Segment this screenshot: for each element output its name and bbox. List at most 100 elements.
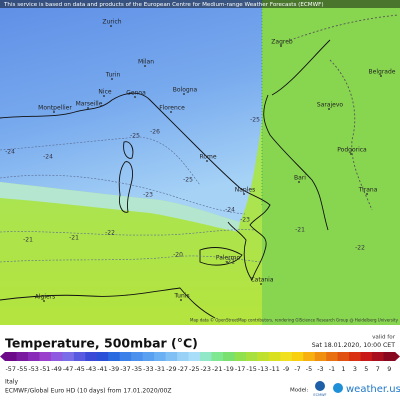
model-name: ECMWF [313, 393, 326, 397]
land-green [262, 0, 400, 325]
city-dot [183, 93, 185, 95]
colorbar-segment [360, 352, 373, 361]
city-dot [380, 75, 382, 77]
contour-label: -26 [150, 129, 160, 136]
colorbar-segment [154, 352, 166, 361]
colorbar-label: -33 [143, 365, 153, 373]
contour-label: -21 [225, 259, 235, 266]
city-label: Zagreb [271, 39, 293, 46]
colorbar-segment [314, 352, 327, 361]
city-label: Tirana [358, 187, 378, 194]
colorbar-label: -9 [283, 365, 289, 373]
city-dot [226, 261, 228, 263]
city-dot [366, 193, 368, 195]
contour-label: -21 [69, 235, 79, 242]
city-dot [350, 153, 352, 155]
colorbar-segment [211, 352, 224, 361]
city-dot [328, 108, 330, 110]
city-label: Catania [250, 277, 273, 284]
colorbar-label: -35 [132, 365, 142, 373]
city-dot [280, 45, 282, 47]
colorbar-segment [188, 352, 201, 361]
colorbar-label: -31 [155, 365, 165, 373]
colorbar-label: -53 [28, 365, 38, 373]
colorbar-segment [245, 352, 258, 361]
colorbar-segment [73, 352, 86, 361]
colorbar-label: -19 [223, 365, 233, 373]
colorbar-segment [291, 352, 304, 361]
city-dot [180, 299, 182, 301]
city-label: Bologna [173, 87, 198, 94]
colorbar-segment [27, 352, 40, 361]
contour-label: -25 [130, 133, 140, 140]
model-run: ECMWF/Global Euro HD (10 days) from 17.0… [5, 388, 171, 395]
colorbar-label: 3 [353, 365, 357, 373]
brand-logo [333, 383, 343, 393]
cold-air-region [0, 0, 262, 222]
colorbar-segment [268, 352, 281, 361]
city-label: Tunis [173, 293, 189, 300]
city-label: Montpellier [38, 105, 72, 112]
valid-label: valid for [372, 335, 396, 341]
contour-label: -21 [23, 237, 33, 244]
transition-band [0, 182, 240, 232]
city-label: Podgorica [337, 147, 367, 154]
colorbar-label: -49 [51, 365, 61, 373]
brand: weather.us [346, 384, 400, 395]
colorbar-label: -1 [329, 365, 335, 373]
city-dot [110, 25, 112, 27]
colorbar-segment [257, 352, 270, 361]
colorbar-label: 5 [364, 365, 368, 373]
colorbar-label: -11 [269, 365, 279, 373]
isotherms [0, 136, 261, 263]
contour-label: -21 [295, 227, 305, 234]
colorbar-label: -37 [120, 365, 130, 373]
contour-label: -23 [143, 192, 153, 199]
city-label: Belgrade [369, 69, 396, 76]
colorbar-segment [85, 352, 98, 361]
colorbar-label: -39 [109, 365, 119, 373]
city-dot [53, 111, 55, 113]
city-label: Bari [294, 175, 306, 182]
colorbar-segment [108, 352, 121, 361]
colorbar-label: -25 [189, 365, 199, 373]
colorbar-segment [5, 352, 17, 361]
colorbar-label: -5 [306, 365, 312, 373]
contour-label: -23 [240, 217, 250, 224]
city-label: Genoa [126, 90, 146, 97]
city-label: Turin [105, 72, 121, 79]
colorbar-segment [326, 352, 339, 361]
colorbar-label: -27 [178, 365, 188, 373]
city-label: Milan [138, 59, 154, 66]
city-label: Sarajevo [317, 102, 344, 109]
city-dot [206, 160, 208, 162]
city-label: Marseille [76, 101, 103, 108]
colorbar-label: -13 [258, 365, 268, 373]
colorbar-segment [39, 352, 52, 361]
colorbar-label: -21 [212, 365, 222, 373]
colorbar-label: 7 [376, 365, 380, 373]
city-dot [87, 107, 89, 109]
legend-title: Temperature, 500mbar (°C) [5, 336, 198, 351]
city-dot [144, 65, 146, 67]
city-dot [260, 283, 262, 285]
colorbar-label: -41 [97, 365, 107, 373]
banner-bg [0, 0, 400, 8]
colorbar-segment [119, 352, 132, 361]
city-label: Rome [199, 154, 216, 161]
colorbar-segment [177, 352, 189, 361]
colorbar-segment [349, 352, 361, 361]
region: Italy [5, 379, 18, 386]
city-label: Florence [159, 105, 185, 112]
contour-label: -25 [250, 117, 260, 124]
colorbar-label: -55 [17, 365, 27, 373]
colorbar-label: -23 [201, 365, 211, 373]
colorbar-segment [50, 352, 63, 361]
contour-label: -20 [173, 252, 183, 259]
contour-label: -25 [183, 177, 193, 184]
colorbar-label: -3 [317, 365, 323, 373]
colorbar-label: -29 [166, 365, 176, 373]
colorbar-segment [16, 352, 29, 361]
